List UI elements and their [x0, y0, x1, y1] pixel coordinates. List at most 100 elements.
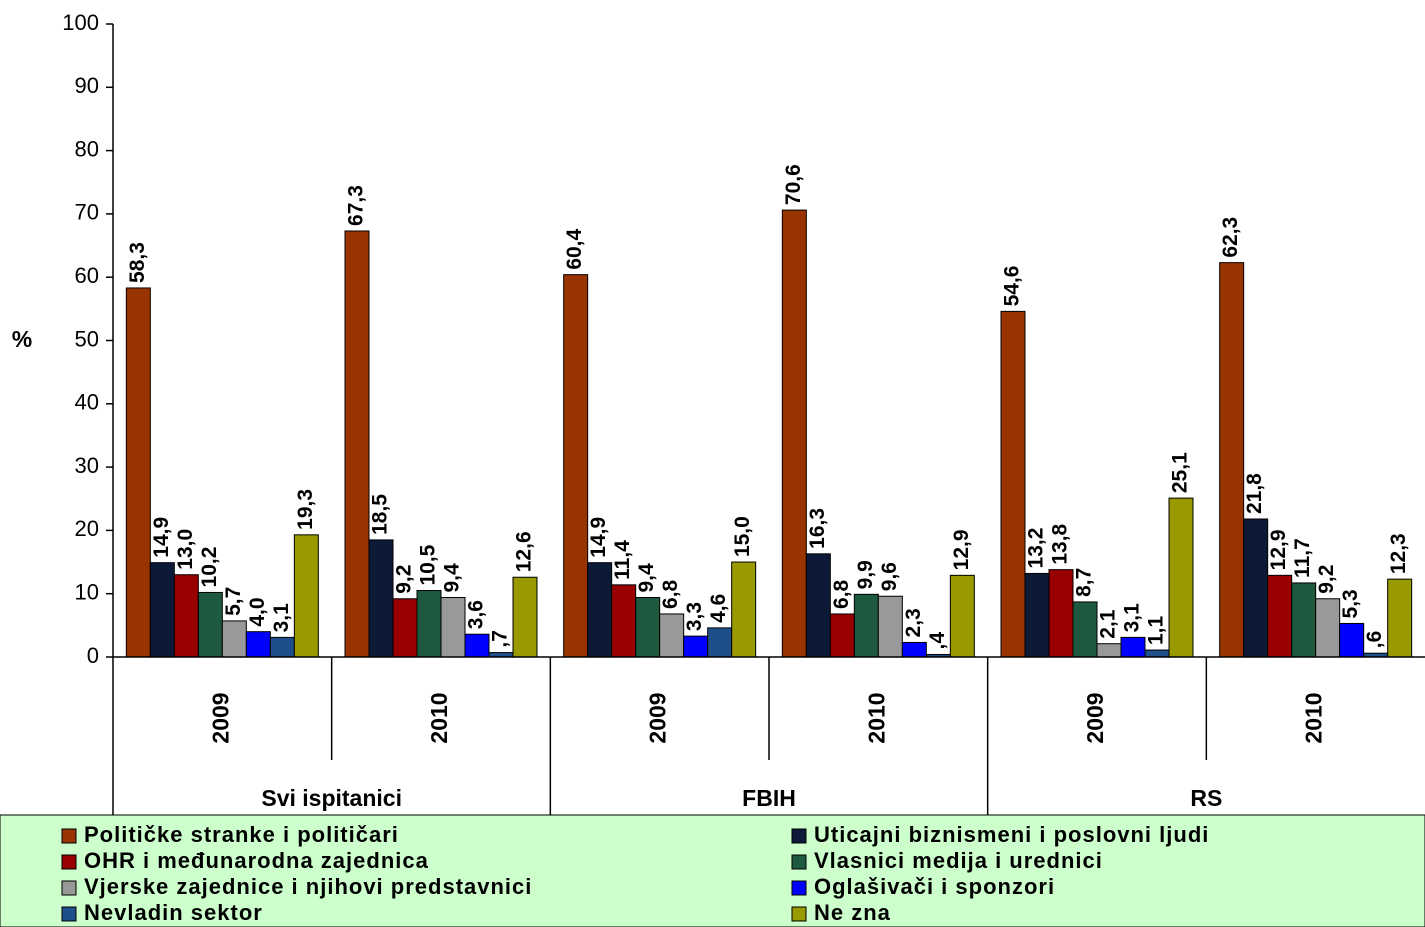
y-tick-label: 50	[75, 326, 99, 351]
legend-swatch	[61, 828, 77, 844]
legend-label: Političke stranke i političari	[84, 822, 399, 847]
y-tick-label: 100	[62, 10, 99, 35]
bar	[293, 534, 319, 658]
y-tick-label: 0	[87, 643, 99, 668]
data-label: 12,3	[1387, 533, 1410, 574]
data-label: 10,2	[198, 547, 221, 588]
bar	[587, 562, 613, 658]
data-label: 9,2	[393, 565, 416, 594]
y-tick-label: 20	[75, 516, 99, 541]
bar	[512, 576, 538, 658]
bar	[440, 596, 466, 658]
data-label: 12,9	[950, 529, 973, 570]
bar	[1387, 578, 1413, 658]
legend-swatch	[791, 906, 807, 922]
data-label: 9,2	[1315, 565, 1338, 594]
bar	[245, 631, 271, 658]
legend-label: OHR i međunarodna zajednica	[84, 848, 429, 873]
data-label: 4,6	[707, 594, 730, 623]
bar	[269, 636, 295, 658]
bar	[1024, 572, 1050, 658]
data-label: 14,9	[587, 517, 610, 558]
bar	[877, 595, 903, 658]
bar	[635, 596, 661, 658]
bar	[1072, 601, 1098, 658]
legend-background	[0, 814, 1425, 927]
data-label: 3,1	[1121, 603, 1144, 633]
bar	[464, 633, 490, 658]
bar	[611, 584, 637, 658]
y-tick-label: 70	[75, 200, 99, 225]
legend-label: Vlasnici medija i urednici	[814, 848, 1103, 873]
data-label: 13,0	[174, 529, 197, 570]
legend-swatch	[61, 880, 77, 896]
bar	[1120, 636, 1146, 658]
x-tick-label: 2010	[426, 692, 452, 743]
data-label: 58,3	[126, 242, 149, 283]
data-label: 5,3	[1339, 589, 1362, 618]
data-label: 25,1	[1169, 452, 1192, 493]
data-label: 21,8	[1243, 473, 1266, 514]
data-label: 60,4	[563, 228, 586, 269]
bar	[731, 561, 757, 658]
data-label: 12,6	[513, 531, 536, 572]
data-label: 1,1	[1145, 616, 1168, 646]
group-label: Svi ispitanici	[261, 785, 402, 811]
data-label: ,6	[1363, 631, 1386, 649]
data-label: 14,9	[150, 517, 173, 558]
legend-label: Vjerske zajednice i njihovi predstavnici	[84, 874, 532, 899]
legend-swatch	[61, 854, 77, 870]
data-label: 9,4	[635, 563, 658, 593]
x-tick-label: 2009	[1082, 692, 1108, 743]
bar	[829, 613, 855, 658]
data-label: 16,3	[806, 508, 829, 549]
legend-swatch	[791, 880, 807, 896]
data-label: 70,6	[782, 164, 805, 205]
data-label: 3,3	[683, 602, 706, 631]
bar	[1339, 622, 1365, 658]
bar	[781, 209, 807, 658]
data-label: 10,5	[417, 544, 440, 585]
y-tick-label: 80	[75, 136, 99, 161]
data-label: 9,6	[878, 562, 901, 591]
bar	[392, 598, 418, 658]
bar	[563, 274, 589, 658]
legend-label: Uticajni biznismeni i poslovni ljudi	[814, 822, 1209, 847]
x-tick-label: 2009	[645, 692, 671, 743]
bar	[221, 620, 247, 658]
bar	[683, 635, 709, 658]
bar	[368, 539, 394, 658]
data-label: 11,4	[611, 540, 634, 580]
data-label: ,4	[926, 632, 949, 650]
x-tick-label: 2010	[863, 692, 889, 743]
legend-label: Ne zna	[814, 900, 891, 925]
data-label: 15,0	[731, 516, 754, 557]
bar	[197, 591, 223, 658]
bar	[805, 553, 831, 658]
data-label: 4,0	[246, 597, 269, 626]
legend-label: Oglašivači i sponzori	[814, 874, 1055, 899]
y-tick-label: 40	[75, 390, 99, 415]
y-tick-label: 30	[75, 453, 99, 478]
bar	[416, 590, 442, 658]
data-label: 9,4	[441, 563, 464, 593]
bar	[1267, 574, 1293, 658]
bar	[1096, 643, 1122, 658]
data-label: 5,7	[222, 587, 245, 616]
x-tick-label: 2010	[1301, 692, 1327, 743]
data-label: 19,3	[294, 489, 317, 530]
y-tick-label: 60	[75, 263, 99, 288]
data-label: 3,6	[465, 600, 488, 629]
bar	[1000, 310, 1026, 658]
data-label: 67,3	[345, 185, 368, 226]
bar	[1243, 518, 1269, 658]
bar	[173, 574, 199, 658]
data-label: 13,2	[1025, 528, 1048, 569]
data-label: 9,9	[854, 560, 877, 589]
legend-swatch	[791, 854, 807, 870]
data-label: 12,9	[1267, 529, 1290, 570]
data-label: 6,8	[830, 579, 853, 609]
data-label: 3,1	[270, 603, 293, 633]
legend-label: Nevladin sektor	[84, 900, 263, 925]
